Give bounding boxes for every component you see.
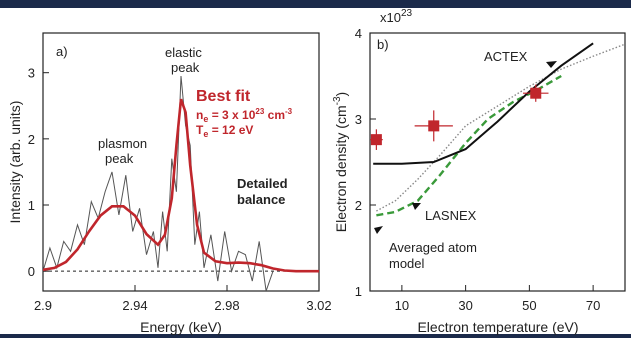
elastic-label-2: peak: [171, 60, 200, 75]
best-fit-line: [43, 98, 319, 273]
data-point-marker: [428, 120, 440, 132]
detailed-balance-1: Detailed: [237, 176, 288, 191]
panel-a-xtick-label: 3.02: [306, 298, 331, 313]
detailed-balance-2: balance: [237, 192, 285, 207]
panel-a-ytick-label: 0: [28, 264, 35, 279]
averaged-atom-line: [376, 43, 625, 212]
plasmon-label-2: peak: [105, 151, 134, 166]
panel-b-ytick-label: 3: [355, 112, 362, 127]
lasnex-label: LASNEX: [425, 208, 477, 223]
y-multiplier: x1023: [380, 8, 413, 25]
top-border: [0, 0, 631, 8]
panel-a: 2.9 2.94 2.98 3.02 0 1 2 3 a) plasmon peak elas…: [7, 32, 332, 335]
lasnex-arrow: [412, 203, 421, 210]
lasnex-line: [376, 74, 562, 217]
actex-line: [373, 42, 594, 165]
panel-b-ylabel: Electron density (cm-3): [332, 92, 349, 232]
data-point-marker: [370, 134, 382, 146]
elastic-label-1: elastic: [165, 45, 202, 60]
plasmon-label-1: plasmon: [98, 136, 147, 151]
actex-label: ACTEX: [484, 49, 528, 64]
data-points: [370, 84, 549, 150]
panel-b-xtick-label: 50: [522, 298, 536, 313]
panel-a-xtick-label: 2.9: [34, 298, 52, 313]
panel-b: 10 30 50 70 1 2 3 4 b) ACTEX LASNEX Averaged at…: [332, 8, 626, 335]
panel-a-xlabel: Energy (keV): [140, 319, 222, 335]
panel-b-xtick-label: 30: [458, 298, 472, 313]
panel-b-xlabel: Electron temperature (eV): [417, 319, 578, 335]
density-label: ne = 3 x 1023 cm-3: [196, 107, 293, 124]
panel-a-ytick-label: 2: [28, 132, 35, 147]
actex-arrow: [546, 61, 557, 68]
best-fit-label: Best fit: [196, 88, 251, 105]
bottom-border: [0, 334, 631, 338]
panel-b-xtick-label: 10: [395, 298, 409, 313]
panel-b-ytick-label: 1: [355, 284, 362, 299]
panel-b-ytick-label: 4: [355, 26, 362, 41]
panel-b-ytick-label: 2: [355, 198, 362, 213]
panel-a-xtick-label: 2.98: [214, 298, 239, 313]
panel-b-label: b): [377, 37, 389, 52]
panel-a-label: a): [56, 44, 68, 59]
panel-a-ylabel: Intensity (arb. units): [7, 101, 23, 224]
panel-a-ytick-label: 1: [28, 198, 35, 213]
panel-a-ticks: 2.9 2.94 2.98 3.02 0 1 2 3: [28, 66, 332, 313]
averaged-atom-arrow: [374, 226, 383, 234]
panel-a-xtick-label: 2.94: [122, 298, 147, 313]
panel-b-frame: [369, 32, 626, 292]
averaged-atom-label-1: Averaged atom: [389, 240, 477, 255]
panel-b-xtick-label: 70: [586, 298, 600, 313]
averaged-atom-label-2: model: [389, 256, 425, 271]
temperature-label: Te = 12 eV: [196, 123, 253, 139]
panel-a-frame: [42, 32, 320, 292]
data-point-marker: [530, 87, 542, 99]
panel-b-ticks: 10 30 50 70 1 2 3 4: [355, 26, 601, 313]
panel-a-ytick-label: 3: [28, 66, 35, 81]
